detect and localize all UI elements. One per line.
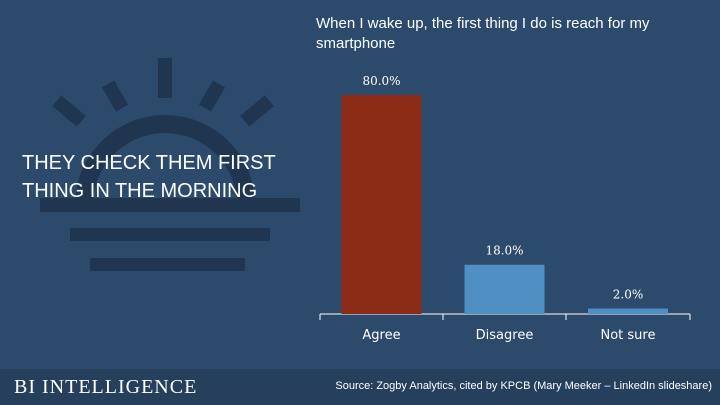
chart-title: When I wake up, the first thing I do is … (316, 15, 650, 52)
bar-not-sure (588, 308, 668, 314)
data-label: 2.0% (613, 288, 644, 302)
x-tick-label: Agree (362, 328, 400, 343)
x-tick-label: Disagree (476, 328, 534, 343)
footer: BI INTELLIGENCE Source: Zogby Analytics,… (0, 369, 720, 405)
bar-disagree (464, 264, 545, 314)
brand-logo: BI INTELLIGENCE (14, 376, 198, 398)
data-label: 18.0% (485, 244, 523, 258)
headline: THEY CHECK THEM FIRST THING IN THE MORNI… (22, 152, 276, 202)
source-note: Source: Zogby Analytics, cited by KPCB (… (335, 380, 712, 392)
data-label: 80.0% (362, 74, 400, 88)
bar-agree (341, 95, 422, 314)
x-tick-label: Not sure (601, 328, 656, 343)
